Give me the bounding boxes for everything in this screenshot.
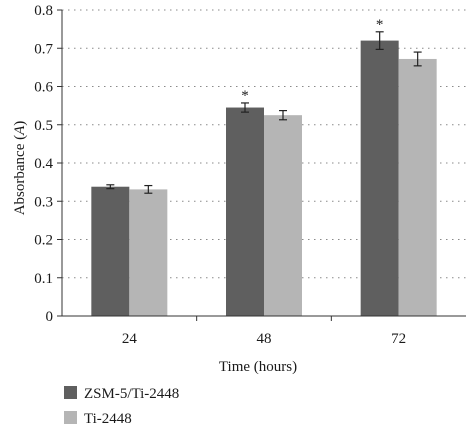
y-axis-title-suffix: ) (12, 121, 28, 126)
bar-zsm-5-ti-2448-72 (360, 40, 399, 316)
bars: ** (91, 17, 437, 317)
y-tick-label-1: 0.1 (34, 271, 53, 287)
significance-marker-48: * (241, 88, 249, 104)
y-axis-title-italic: A (12, 125, 28, 136)
legend-swatch-1 (64, 411, 77, 424)
x-axis-title: Time (hours) (219, 359, 297, 375)
x-tick-label-72: 72 (391, 331, 406, 347)
y-tick-label-7: 0.7 (34, 41, 53, 57)
y-tick-label-5: 0.5 (34, 118, 53, 134)
y-tick-label-3: 0.3 (34, 194, 53, 210)
significance-marker-72: * (376, 17, 384, 33)
bar-ti-2448-72 (398, 58, 437, 317)
y-tick-label-4: 0.4 (34, 156, 53, 172)
legend-label-1: Ti-2448 (84, 411, 132, 427)
bar-zsm-5-ti-2448-48 (226, 107, 264, 316)
legend: ZSM-5/Ti-2448 Ti-2448 (64, 386, 179, 427)
bar-zsm-5-ti-2448-24 (91, 186, 130, 316)
y-axis-title: Absorbance (A) (12, 121, 28, 216)
x-tick-label-48: 48 (257, 331, 272, 347)
bar-ti-2448-48 (264, 115, 302, 316)
axes: 0 0.1 0.2 0.3 0.4 0.5 0.6 0.7 0.8 24 48 72 (34, 3, 466, 347)
y-tick-label-2: 0.2 (34, 233, 53, 249)
bar-ti-2448-24 (129, 189, 168, 316)
legend-label-0: ZSM-5/Ti-2448 (84, 386, 179, 402)
x-tick-label-24: 24 (122, 331, 138, 347)
y-tick-label-0: 0 (46, 309, 54, 325)
y-axis-title-prefix: Absorbance ( (12, 135, 28, 215)
y-tick-label-6: 0.6 (34, 80, 53, 96)
y-tick-label-8: 0.8 (34, 3, 53, 19)
axis-labels: Time (hours) Absorbance (A) (12, 121, 297, 375)
legend-swatch-0 (64, 386, 77, 399)
